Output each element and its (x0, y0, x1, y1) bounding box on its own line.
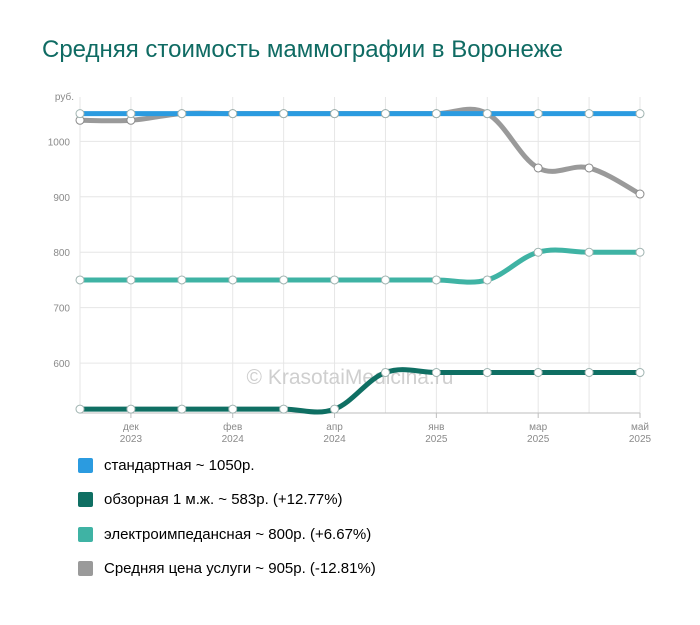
data-point (584, 109, 594, 119)
x-tick-label: дек (123, 422, 139, 433)
series-line (77, 247, 643, 285)
data-point (228, 275, 238, 285)
x-tick-label: фев (223, 421, 242, 433)
data-point (482, 368, 492, 378)
legend-label: Средняя цена услуги ~ 905р. (-12.81%) (104, 560, 376, 577)
chart-title: Средняя стоимость маммографии в Воронеже (42, 36, 563, 63)
legend-swatch (78, 561, 93, 576)
series-line (77, 106, 643, 197)
x-tick-label: 2024 (323, 434, 346, 445)
y-tick-label: 900 (53, 193, 70, 204)
data-point (330, 275, 340, 285)
data-point (482, 275, 492, 285)
y-tick-label: 600 (53, 359, 70, 370)
data-point (533, 109, 543, 119)
legend-item[interactable]: Средняя цена услуги ~ 905р. (-12.81%) (78, 560, 376, 578)
legend-label: электроимпедансная ~ 800р. (+6.67%) (104, 525, 372, 543)
data-point (482, 109, 492, 119)
legend: стандартная ~ 1050р. обзорная 1 м.ж. ~ 58… (78, 456, 376, 594)
data-point (584, 368, 594, 378)
x-tick-label: мар (529, 422, 547, 433)
data-point (380, 275, 390, 285)
legend-label: обзорная 1 м.ж. ~ 583р. (+12.77%) (104, 491, 343, 508)
data-point (126, 275, 136, 285)
data-point (126, 404, 136, 414)
data-point (330, 109, 340, 119)
y-tick-label: 1000 (48, 137, 71, 148)
data-point (75, 404, 85, 414)
data-point (126, 109, 136, 119)
data-point (75, 109, 85, 119)
axes: 6007008009001000руб.дек2023фев2024апр202… (48, 91, 652, 445)
legend-item[interactable]: обзорная 1 м.ж. ~ 583р. (+12.77%) (78, 491, 376, 509)
data-point (635, 368, 645, 378)
legend-swatch (78, 492, 93, 507)
data-point (380, 109, 390, 119)
points-group (75, 109, 645, 414)
x-tick-label: 2025 (425, 434, 448, 445)
x-tick-label: янв (428, 422, 444, 433)
legend-swatch (78, 457, 93, 473)
data-point (533, 368, 543, 378)
legend-swatch (78, 526, 93, 542)
data-point (330, 404, 340, 414)
data-point (75, 275, 85, 285)
x-tick-label: 2023 (120, 434, 143, 445)
data-point (533, 163, 543, 173)
legend-item[interactable]: электроимпедансная ~ 800р. (+6.67%) (78, 525, 376, 543)
x-tick-label: 2025 (527, 434, 550, 445)
data-point (228, 404, 238, 414)
x-tick-label: 2025 (629, 434, 652, 445)
data-point (380, 368, 390, 378)
data-point (177, 404, 187, 414)
x-tick-label: май (631, 422, 649, 433)
line-chart: © KrasotaiMedicina.ru 6007008009001000ру… (48, 91, 652, 445)
data-point (177, 109, 187, 119)
y-tick-label: 700 (53, 304, 70, 315)
data-point (279, 109, 289, 119)
data-point (279, 404, 289, 414)
data-point (635, 109, 645, 119)
data-point (279, 275, 289, 285)
x-tick-label: апр (326, 422, 343, 433)
data-point (584, 247, 594, 257)
data-point (533, 247, 543, 257)
data-point (177, 275, 187, 285)
legend-item[interactable]: стандартная ~ 1050р. (78, 456, 376, 474)
data-point (635, 247, 645, 257)
legend-label: стандартная ~ 1050р. (104, 456, 255, 474)
data-point (431, 109, 441, 119)
y-unit-label: руб. (55, 91, 74, 103)
data-point (228, 109, 238, 119)
x-tick-label: 2024 (222, 434, 245, 445)
data-point (584, 163, 594, 173)
data-point (431, 275, 441, 285)
data-point (635, 189, 645, 199)
data-point (431, 368, 441, 378)
y-tick-label: 800 (53, 248, 70, 259)
